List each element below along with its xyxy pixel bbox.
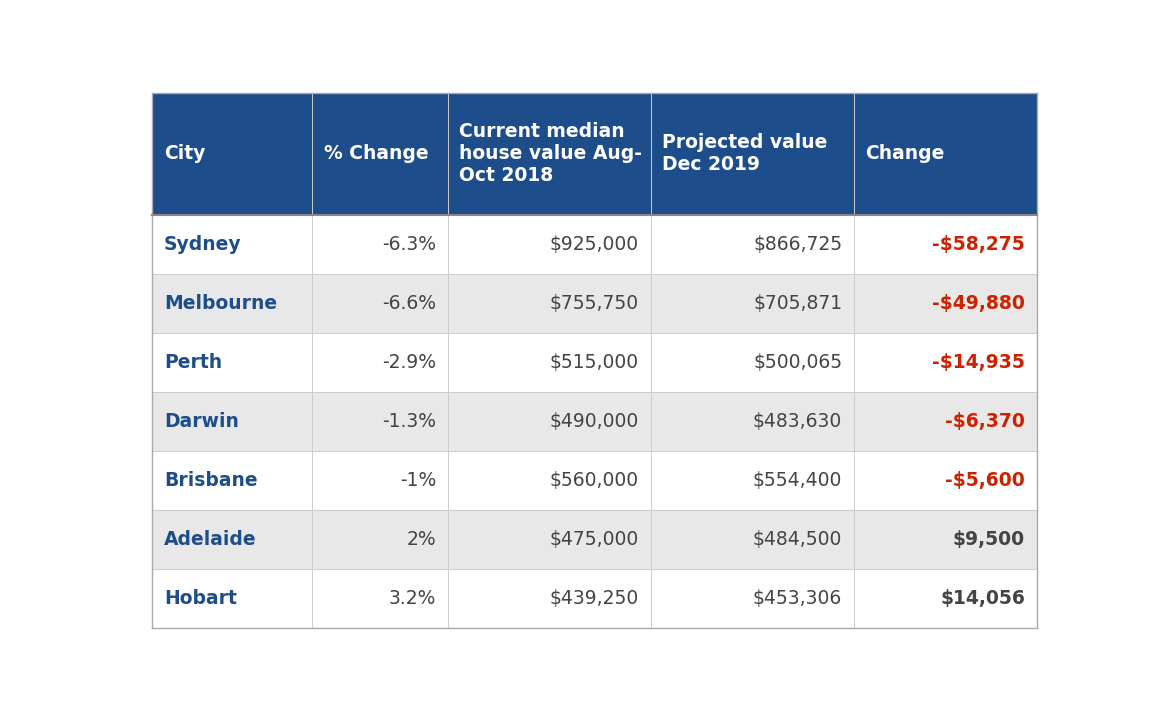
Bar	[651, 569, 854, 628]
Text: $705,871: $705,871	[753, 294, 842, 313]
Bar	[312, 392, 448, 451]
Bar	[651, 451, 854, 510]
Bar	[854, 215, 1037, 274]
Text: $439,250: $439,250	[550, 589, 639, 608]
Bar	[152, 451, 312, 510]
Text: 3.2%: 3.2%	[389, 589, 436, 608]
Bar	[448, 333, 651, 392]
Bar	[448, 451, 651, 510]
Bar	[312, 93, 448, 215]
Text: Hobart: Hobart	[164, 589, 237, 608]
Text: $515,000: $515,000	[550, 353, 639, 372]
Text: 2%: 2%	[406, 530, 436, 549]
Bar	[854, 451, 1037, 510]
Bar	[312, 333, 448, 392]
Text: $925,000: $925,000	[550, 234, 639, 253]
Text: Sydney: Sydney	[164, 234, 241, 253]
Text: Current median
house value Aug-
Oct 2018: Current median house value Aug- Oct 2018	[459, 122, 643, 185]
Bar	[152, 392, 312, 451]
Text: -$58,275: -$58,275	[933, 234, 1025, 253]
Bar	[448, 569, 651, 628]
Text: Darwin: Darwin	[164, 412, 239, 431]
Text: -$6,370: -$6,370	[945, 412, 1025, 431]
Text: City: City	[164, 144, 205, 163]
Text: $560,000: $560,000	[550, 471, 639, 490]
Bar	[854, 510, 1037, 569]
Bar	[448, 93, 651, 215]
Bar	[312, 569, 448, 628]
Text: $9,500: $9,500	[954, 530, 1025, 549]
Bar	[152, 274, 312, 333]
Bar	[312, 274, 448, 333]
Bar	[448, 392, 651, 451]
Bar	[651, 392, 854, 451]
Bar	[651, 274, 854, 333]
Text: -2.9%: -2.9%	[382, 353, 436, 372]
Text: $453,306: $453,306	[753, 589, 842, 608]
Text: $500,065: $500,065	[753, 353, 842, 372]
Text: $484,500: $484,500	[753, 530, 842, 549]
Bar	[651, 333, 854, 392]
Bar	[312, 215, 448, 274]
Text: $755,750: $755,750	[550, 294, 639, 313]
Bar	[152, 569, 312, 628]
Text: -1%: -1%	[400, 471, 436, 490]
Text: $490,000: $490,000	[550, 412, 639, 431]
Bar	[448, 215, 651, 274]
Bar	[651, 93, 854, 215]
Text: $14,056: $14,056	[941, 589, 1025, 608]
Text: -$5,600: -$5,600	[945, 471, 1025, 490]
Text: Change: Change	[865, 144, 945, 163]
Bar	[448, 510, 651, 569]
Text: Perth: Perth	[164, 353, 222, 372]
Text: % Change: % Change	[324, 144, 428, 163]
Bar	[448, 274, 651, 333]
Bar	[152, 93, 312, 215]
Bar	[152, 215, 312, 274]
Text: -1.3%: -1.3%	[382, 412, 436, 431]
Bar	[651, 510, 854, 569]
Text: Projected value
Dec 2019: Projected value Dec 2019	[662, 133, 828, 174]
Bar	[312, 451, 448, 510]
Text: Adelaide: Adelaide	[164, 530, 256, 549]
Text: -$14,935: -$14,935	[933, 353, 1025, 372]
Bar	[854, 569, 1037, 628]
Text: -$49,880: -$49,880	[933, 294, 1025, 313]
Bar	[152, 333, 312, 392]
Text: Melbourne: Melbourne	[164, 294, 277, 313]
Bar	[854, 274, 1037, 333]
Bar	[854, 333, 1037, 392]
Text: $554,400: $554,400	[753, 471, 842, 490]
Text: -6.3%: -6.3%	[382, 234, 436, 253]
Bar	[312, 510, 448, 569]
Text: -6.6%: -6.6%	[382, 294, 436, 313]
Text: $483,630: $483,630	[753, 412, 842, 431]
Bar	[651, 215, 854, 274]
Bar	[152, 510, 312, 569]
Bar	[854, 93, 1037, 215]
Bar	[854, 392, 1037, 451]
Text: Brisbane: Brisbane	[164, 471, 258, 490]
Text: $475,000: $475,000	[550, 530, 639, 549]
Text: $866,725: $866,725	[753, 234, 842, 253]
